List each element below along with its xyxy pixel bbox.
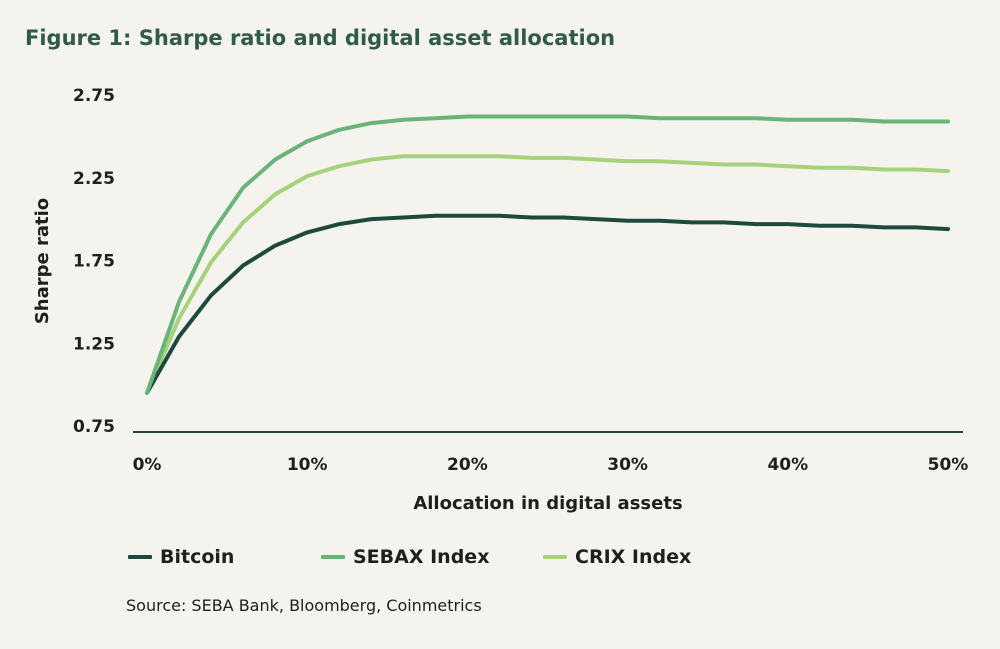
x-tick-label: 20% [447, 455, 488, 475]
y-axis-ticks: 2.75 2.25 1.75 1.25 0.75 [73, 86, 115, 437]
x-axis-ticks: 0% 10% 20% 30% 40% 50% [133, 455, 969, 475]
x-tick-label: 40% [767, 455, 808, 475]
series-line-crix-index [145, 154, 950, 395]
y-tick-label: 0.75 [73, 417, 115, 437]
series-line-sebax-index [145, 114, 950, 395]
y-tick-label: 2.25 [73, 169, 115, 189]
y-tick-label: 1.25 [73, 334, 115, 354]
x-axis-label: Allocation in digital assets [413, 493, 682, 514]
source-note: Source: SEBA Bank, Bloomberg, Coinmetric… [126, 596, 482, 615]
x-tick-label: 10% [287, 455, 328, 475]
legend-item: Bitcoin [128, 542, 234, 572]
legend-label: SEBAX Index [353, 546, 490, 568]
legend-swatch [128, 555, 152, 559]
legend-item: CRIX Index [543, 542, 691, 572]
series-line-bitcoin [145, 213, 950, 395]
legend-item: SEBAX Index [321, 542, 489, 572]
x-tick-label: 50% [928, 455, 969, 475]
series-lines [145, 114, 950, 395]
x-tick-label: 0% [133, 455, 162, 475]
chart-legend: Bitcoin SEBAX Index CRIX Index [128, 542, 948, 572]
legend-swatch [543, 555, 567, 559]
y-tick-label: 1.75 [73, 252, 115, 272]
chart-title: Figure 1: Sharpe ratio and digital asset… [25, 26, 616, 50]
legend-label: Bitcoin [160, 546, 235, 568]
legend-swatch [321, 555, 345, 559]
y-axis-label: Sharpe ratio [32, 198, 53, 324]
y-tick-label: 2.75 [73, 86, 115, 106]
x-tick-label: 30% [607, 455, 648, 475]
legend-label: CRIX Index [575, 546, 692, 568]
